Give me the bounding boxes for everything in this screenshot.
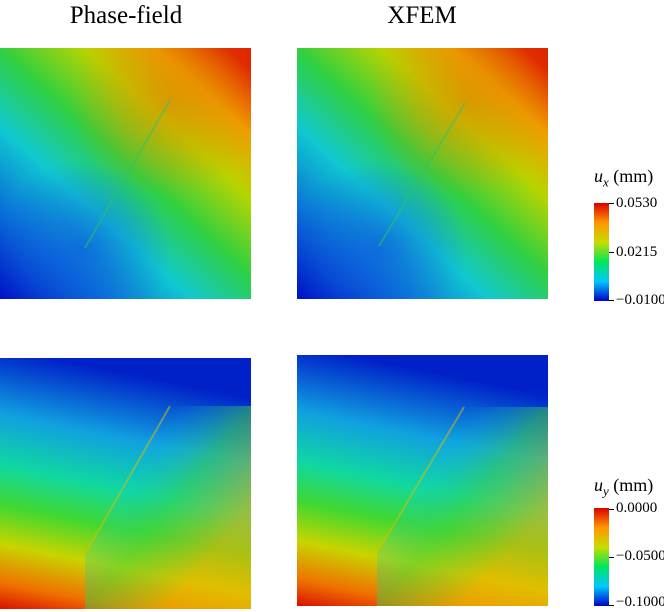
ux-colorbar-min: −0.0100 [616, 292, 664, 308]
ux-colorbar-label: ux (mm) [594, 166, 654, 190]
uy-colorbar [594, 508, 609, 606]
ux-xfem-plot [297, 48, 548, 299]
column-title-phase-field: Phase-field [69, 2, 183, 29]
uy-colorbar-min: −0.1000 [616, 594, 664, 610]
uy-xfem-plot [297, 355, 548, 606]
column-title-xfem: XFEM [387, 2, 457, 29]
uy-phase-field-plot [0, 358, 251, 609]
ux-phase-field-plot [0, 48, 251, 299]
ux-colorbar-mid: 0.0215 [616, 244, 658, 260]
ux-colorbar-max: 0.0530 [616, 195, 658, 211]
uy-colorbar-max: 0.0000 [616, 500, 658, 516]
ux-colorbar [594, 203, 609, 301]
uy-colorbar-label: uy (mm) [594, 475, 654, 499]
uy-colorbar-mid: −0.0500 [616, 548, 664, 564]
